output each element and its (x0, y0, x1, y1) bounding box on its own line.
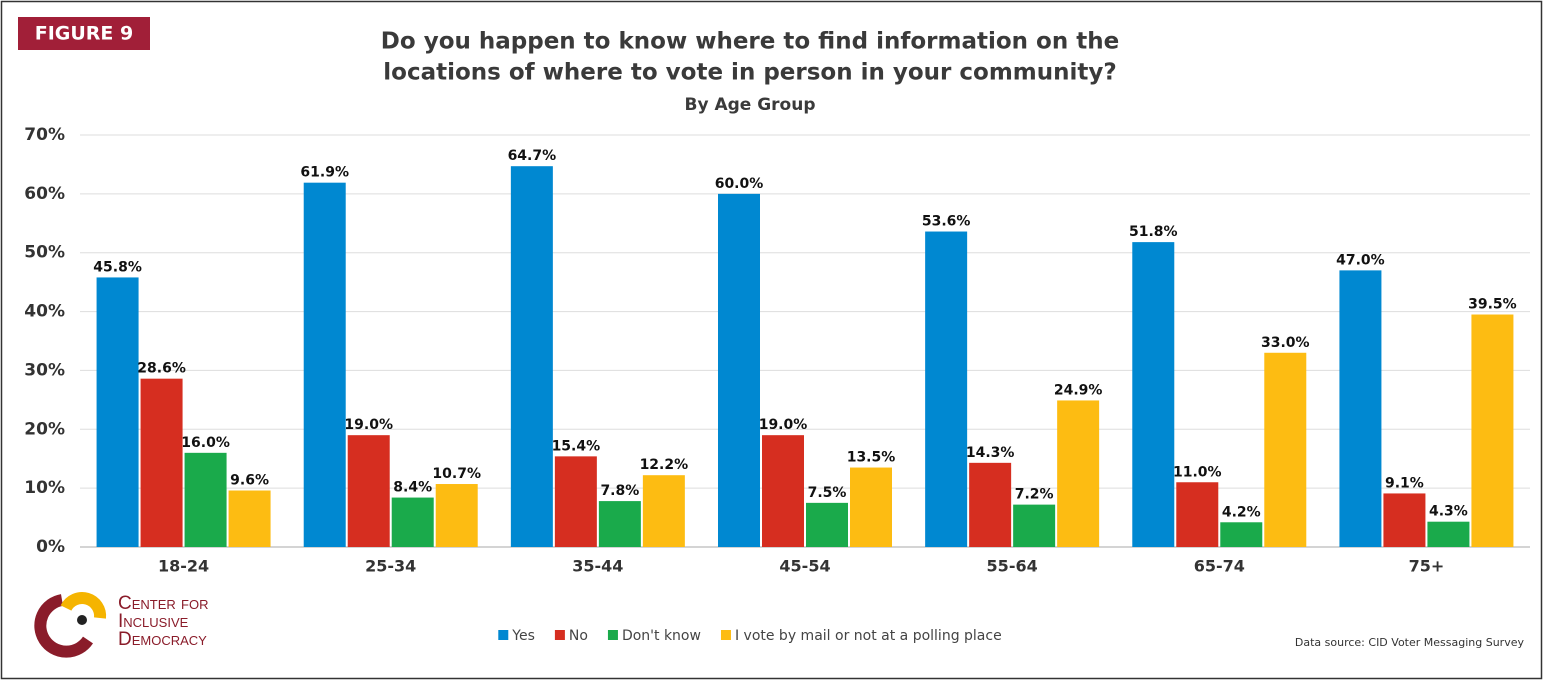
x-tick-label: 18-24 (158, 557, 209, 576)
bar (1057, 400, 1100, 547)
logo-icon (34, 592, 107, 658)
value-label: 4.3% (1429, 504, 1468, 520)
bar (1383, 493, 1426, 547)
bar (925, 231, 968, 548)
value-label: 64.7% (508, 148, 557, 164)
value-label: 11.0% (1173, 464, 1222, 480)
bar (1176, 482, 1219, 547)
value-label: 12.2% (640, 457, 689, 473)
value-label: 16.0% (181, 435, 230, 451)
legend-swatch (554, 630, 565, 640)
value-label: 28.6% (137, 361, 186, 377)
value-label: 53.6% (922, 214, 971, 230)
x-tick-label: 35-44 (572, 557, 623, 576)
y-tick-label: 30% (24, 360, 65, 380)
value-label: 33.0% (1261, 335, 1310, 351)
bar (762, 435, 804, 547)
value-label: 39.5% (1468, 297, 1517, 313)
bar (1471, 314, 1514, 547)
x-tick-label: 45-54 (779, 557, 830, 576)
bar (598, 501, 641, 547)
figure-badge (18, 17, 150, 50)
bar (718, 193, 760, 547)
bar (228, 490, 271, 547)
bar (806, 502, 848, 547)
bar (303, 182, 346, 547)
value-label: 19.0% (344, 417, 393, 433)
legend-label: Don't know (622, 628, 701, 644)
legend-swatch (720, 630, 731, 640)
legend-label: No (569, 628, 588, 644)
x-tick-label: 65-74 (1194, 557, 1245, 576)
y-tick-label: 60% (24, 184, 65, 204)
bar (184, 452, 227, 547)
value-label: 9.6% (230, 472, 269, 488)
value-label: 7.8% (600, 483, 639, 499)
logo-text: Democracy (118, 629, 207, 650)
value-label: 51.8% (1129, 224, 1178, 240)
bar (1427, 521, 1470, 547)
value-label: 7.2% (1015, 487, 1054, 503)
bar (510, 166, 553, 548)
chart-title: Do you happen to know where to find info… (381, 29, 1119, 55)
chart-subtitle: By Age Group (684, 95, 815, 115)
bar (435, 484, 478, 547)
source-note: Data source: CID Voter Messaging Survey (1295, 636, 1525, 649)
y-tick-label: 40% (24, 302, 65, 322)
value-label: 13.5% (847, 450, 896, 466)
bar (140, 378, 183, 547)
bar (642, 475, 685, 547)
bar (969, 462, 1012, 547)
chart-title: locations of where to vote in person in … (383, 60, 1116, 86)
x-tick-label: 25-34 (365, 557, 416, 576)
value-label: 19.0% (759, 417, 808, 433)
value-label: 4.2% (1222, 504, 1261, 520)
y-tick-label: 50% (24, 243, 65, 263)
bar (96, 277, 139, 547)
x-tick-label: 75+ (1409, 557, 1445, 576)
bar (347, 435, 390, 547)
value-label: 60.0% (715, 176, 764, 192)
value-label: 8.4% (393, 480, 432, 496)
bar (391, 497, 434, 547)
value-label: 10.7% (432, 466, 481, 482)
y-tick-label: 70% (24, 125, 65, 145)
bar (1339, 270, 1382, 547)
value-label: 14.3% (966, 445, 1015, 461)
y-tick-label: 0% (36, 537, 65, 557)
legend-label: Yes (511, 628, 535, 644)
bar (1013, 504, 1056, 547)
value-label: 47.0% (1336, 252, 1385, 268)
value-label: 61.9% (300, 165, 349, 181)
figure-label: FIGURE 9 (35, 23, 134, 45)
logo-text: Inclusive (118, 611, 189, 632)
bar (554, 456, 597, 547)
value-label: 45.8% (93, 259, 142, 275)
value-label: 15.4% (552, 438, 601, 454)
legend-swatch (607, 630, 618, 640)
value-label: 7.5% (808, 485, 847, 501)
legend-swatch (498, 630, 509, 640)
value-label: 24.9% (1054, 382, 1103, 398)
legend-label: I vote by mail or not at a polling place (735, 628, 1002, 644)
bar (850, 467, 892, 547)
logo-text: Center for (118, 593, 209, 614)
y-tick-label: 10% (24, 478, 65, 498)
x-tick-label: 55-64 (987, 557, 1038, 576)
bar (1220, 522, 1263, 547)
bar (1264, 352, 1307, 547)
y-tick-label: 20% (24, 419, 65, 439)
bar (1132, 242, 1175, 547)
value-label: 9.1% (1385, 475, 1424, 491)
